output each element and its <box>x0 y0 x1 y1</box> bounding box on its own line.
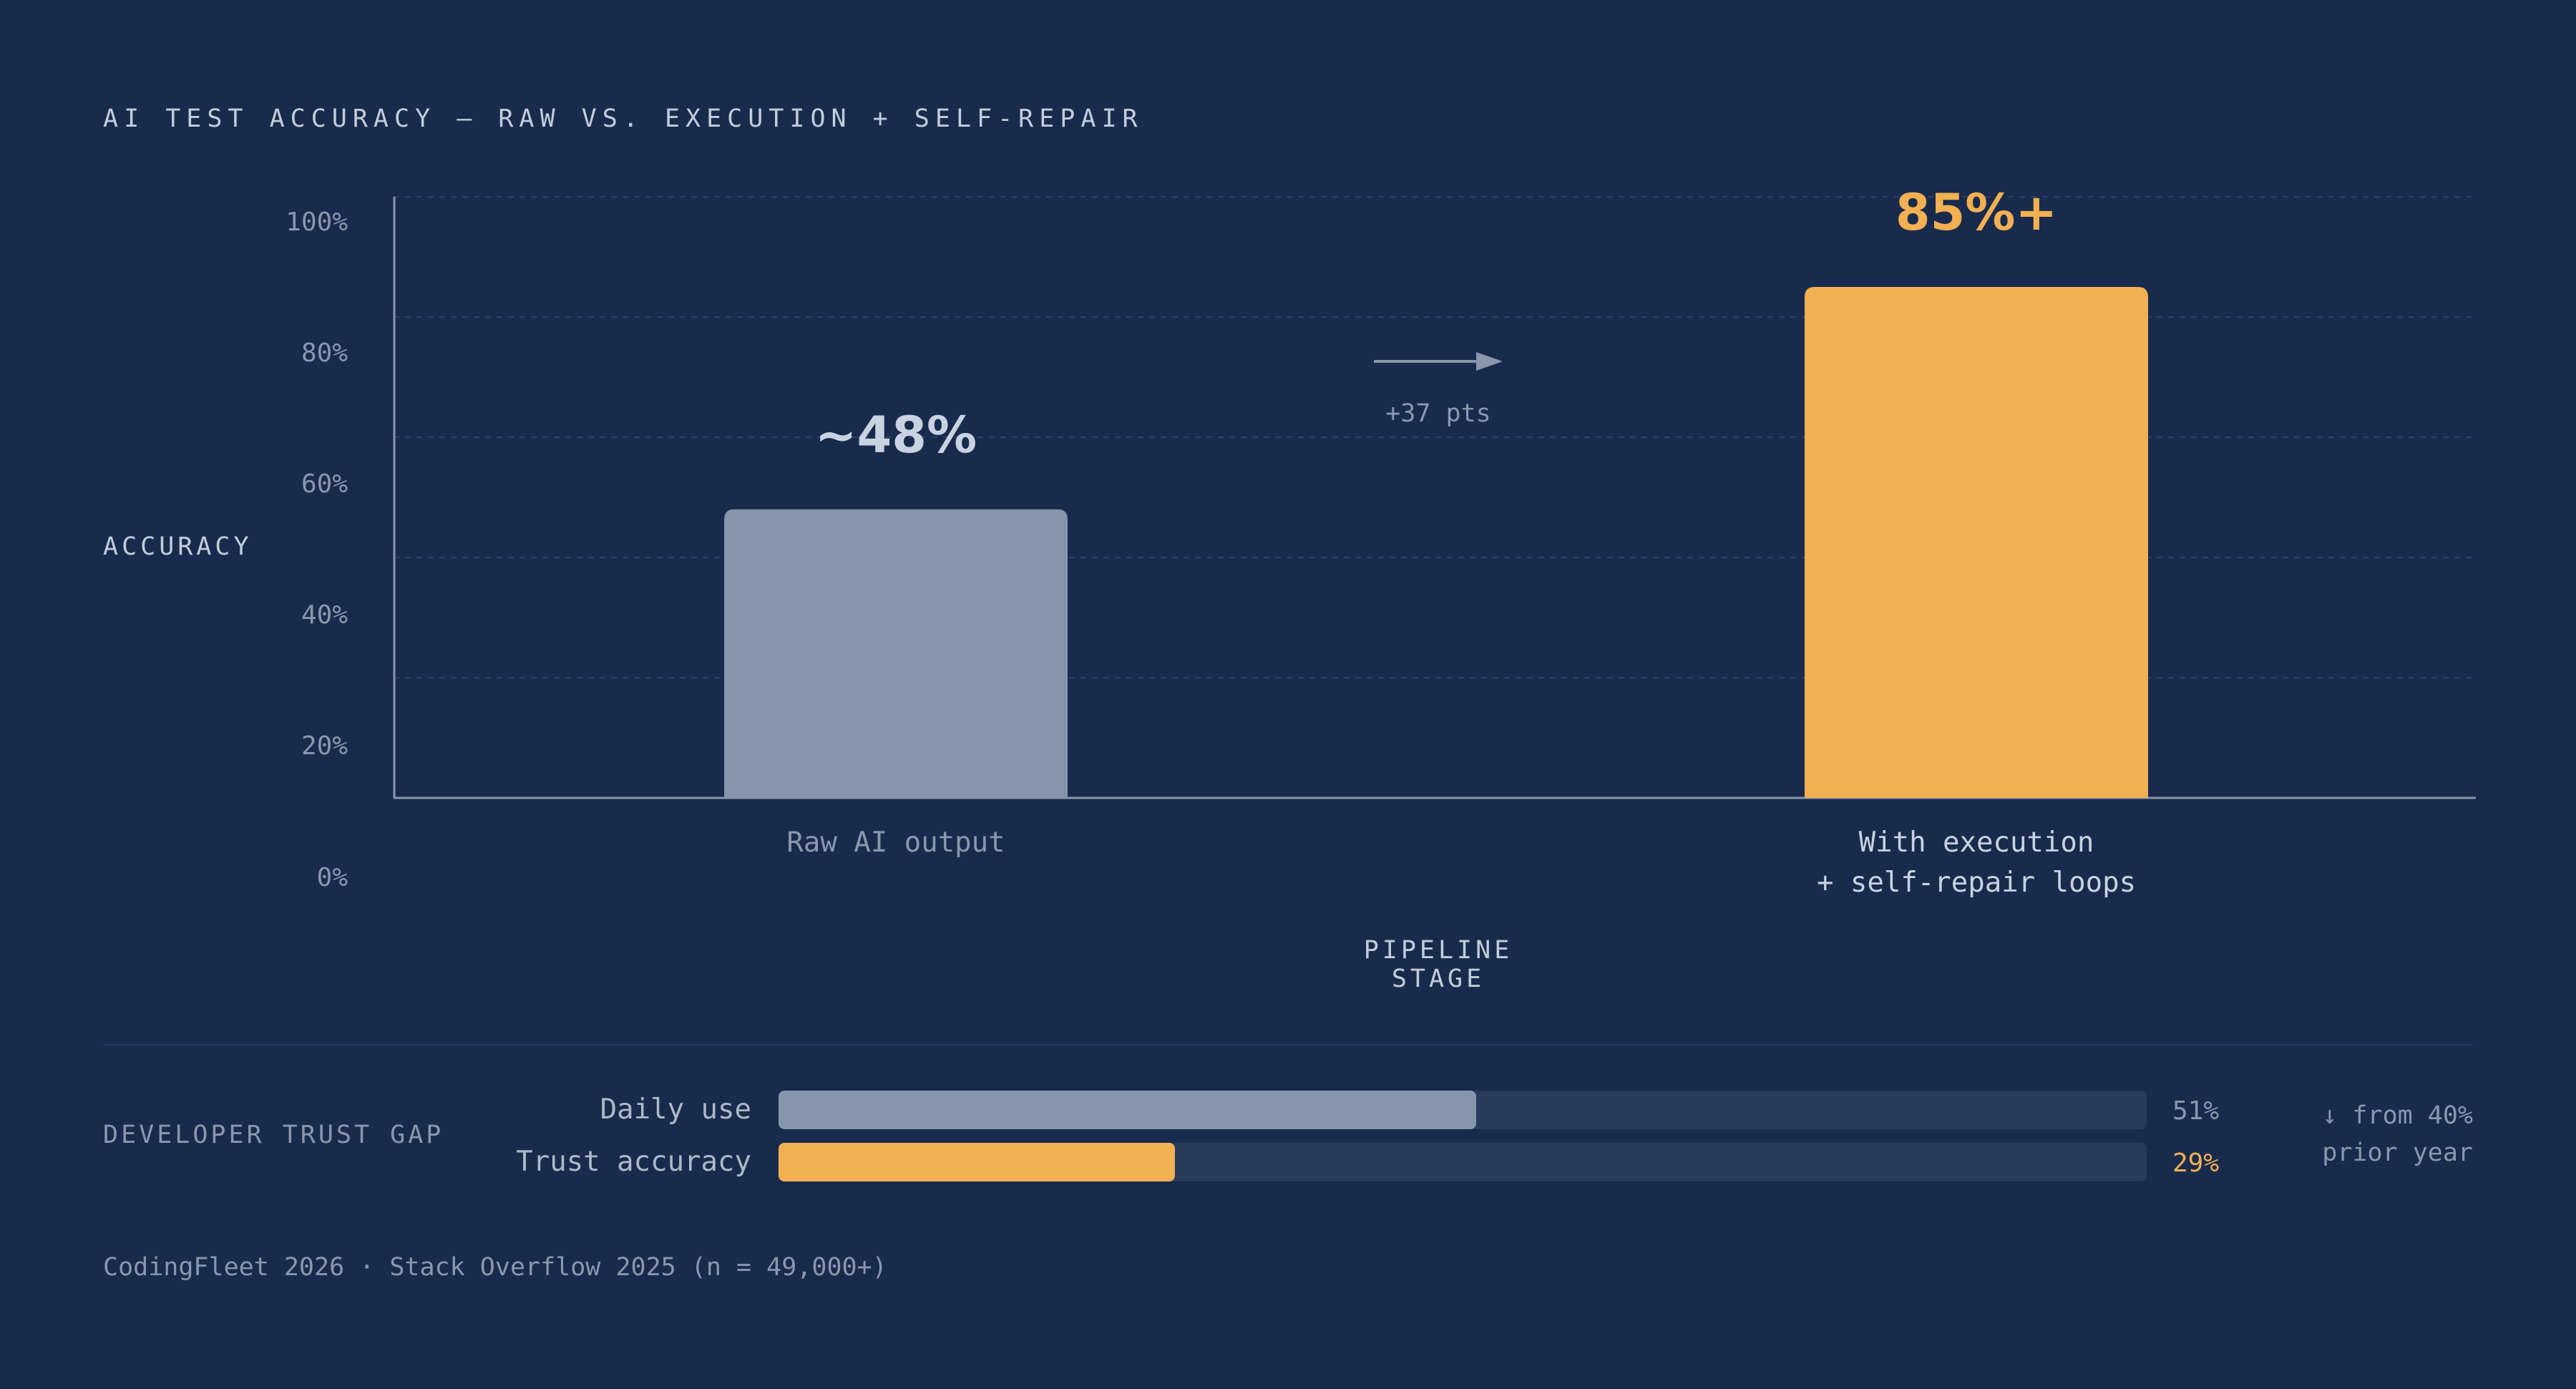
trust-gap-title: DEVELOPER TRUST GAP <box>103 1121 444 1149</box>
source-footnote: CodingFleet 2026 · Stack Overflow 2025 (… <box>103 1253 887 1282</box>
y-axis-title: ACCURACY <box>103 532 253 561</box>
y-tick-label: 40% <box>301 600 348 630</box>
trust-row-daily-use: Daily use 51% <box>0 1091 2576 1129</box>
y-tick-label: 60% <box>301 469 348 499</box>
y-axis-ticks: 100% 80% 60% 40% 20% 0% <box>205 0 348 1389</box>
y-tick-label: 20% <box>301 731 348 761</box>
bar <box>1805 287 2148 798</box>
progress-track <box>779 1091 2147 1129</box>
trust-row-trust-accuracy: Trust accuracy 29% <box>0 1143 2576 1181</box>
bar-value-label: ~48% <box>814 405 977 464</box>
trust-gap-note: ↓ from 40% prior year <box>2290 1097 2473 1171</box>
bar <box>724 509 1068 798</box>
trust-row-label: Daily use <box>600 1093 751 1126</box>
category-label-line: With execution <box>1858 827 2094 859</box>
delta-annotation: +37 pts <box>1385 399 1491 428</box>
trust-row-value: 51% <box>2172 1096 2220 1126</box>
progress-track <box>779 1143 2147 1181</box>
chart-title: AI TEST ACCURACY — RAW VS. EXECUTION + S… <box>103 104 1143 133</box>
y-tick-label: 0% <box>316 863 348 892</box>
trust-row-value: 29% <box>2172 1149 2220 1178</box>
trust-note-line: ↓ from 40% <box>2322 1101 2473 1130</box>
progress-fill <box>779 1143 1176 1181</box>
y-tick-label: 100% <box>286 208 348 237</box>
category-label: Raw AI output <box>786 823 1005 863</box>
bar-chart-plot <box>393 196 2476 799</box>
arrow-right-icon <box>1374 352 1503 371</box>
section-divider <box>103 1044 2473 1046</box>
y-tick-label: 80% <box>301 338 348 368</box>
category-label-line: Raw AI output <box>786 827 1005 859</box>
trust-note-line: prior year <box>2322 1139 2473 1167</box>
bar-value-label: 85%+ <box>1895 183 2058 242</box>
progress-fill <box>779 1091 1477 1129</box>
x-axis-title: PIPELINE STAGE <box>1363 936 1513 993</box>
category-label: With execution + self-repair loops <box>1817 823 2136 903</box>
trust-row-label: Trust accuracy <box>516 1146 751 1178</box>
category-label-line: + self-repair loops <box>1816 867 2137 899</box>
